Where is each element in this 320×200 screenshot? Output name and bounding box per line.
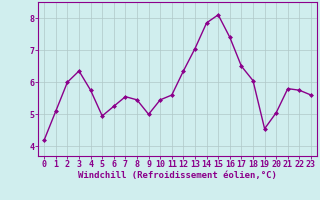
X-axis label: Windchill (Refroidissement éolien,°C): Windchill (Refroidissement éolien,°C) [78,171,277,180]
